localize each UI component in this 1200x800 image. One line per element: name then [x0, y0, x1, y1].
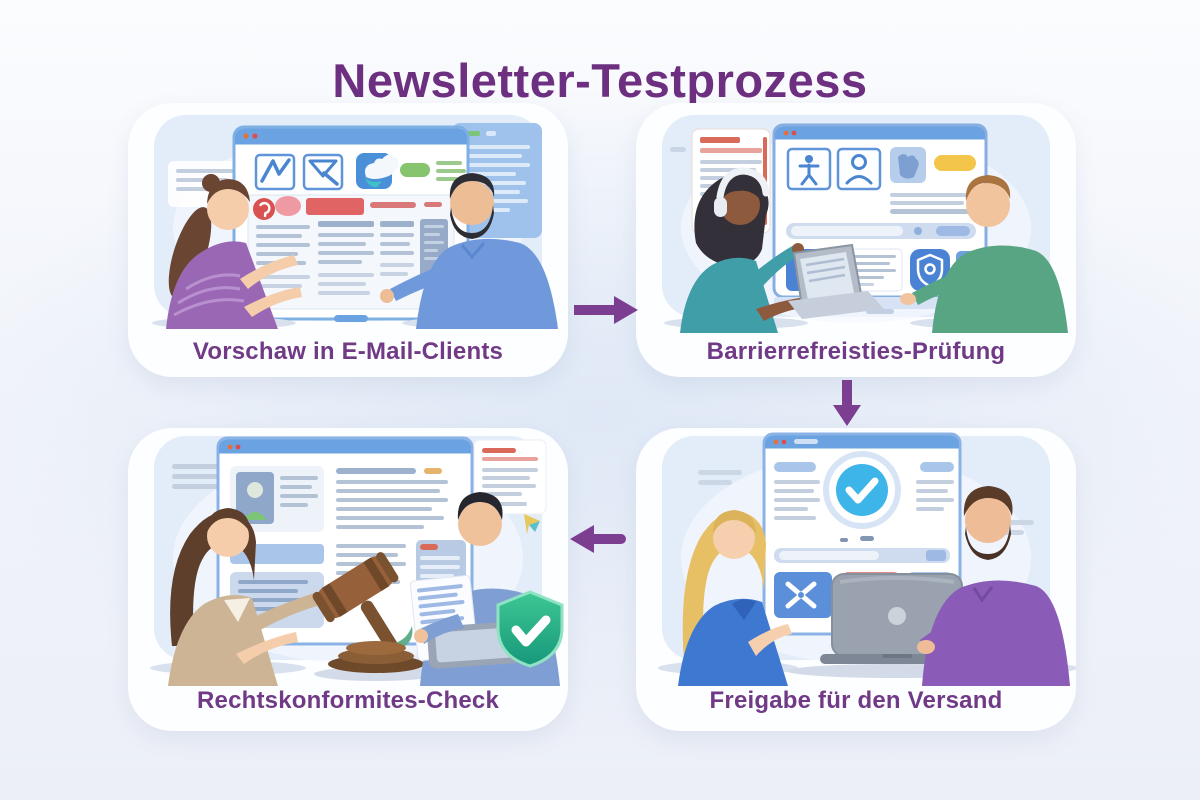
highlight-pill	[934, 155, 976, 171]
step-caption-preview: Vorschaw in E-Mail-Clients	[192, 338, 504, 365]
red-badge-icon	[253, 198, 275, 220]
result-card	[843, 248, 903, 292]
accessibility-illustration	[662, 115, 1068, 333]
check-badge-icon	[823, 451, 901, 529]
person-woman-blonde	[678, 510, 792, 686]
window-titlebar	[235, 128, 467, 145]
window-titlebar	[765, 435, 959, 449]
text-lines-left	[172, 464, 228, 489]
step-panel-approval: Freigabe für den Versand	[636, 428, 1076, 731]
person-woman-headphones	[680, 167, 810, 333]
email-preview-window	[232, 125, 470, 322]
braille-tile-icon	[890, 147, 926, 183]
legal-illustration	[150, 436, 564, 686]
person-man-purple	[917, 486, 1070, 686]
person-man-green	[900, 175, 1068, 333]
pink-envelope-blob	[275, 196, 301, 216]
headphones-icon	[716, 167, 770, 201]
page-title: Newsletter-Testprozess	[332, 54, 868, 108]
preview-illustration	[152, 115, 558, 329]
person-man-blue	[380, 173, 558, 329]
paper-plane-icon	[524, 514, 540, 534]
step-caption-legal: Rechtskonformites-Check	[196, 687, 499, 714]
bird-app-icon	[356, 153, 399, 189]
step-panel-preview: Vorschaw in E-Mail-Clients	[128, 103, 568, 377]
step-panel-accessibility: Barrierrefreisties-Prüfung	[636, 103, 1076, 377]
headphone-earcup	[714, 197, 727, 217]
profile-card-icon	[230, 466, 324, 532]
window-dot	[252, 133, 258, 139]
search-bar	[786, 223, 976, 239]
arrow-approval-to-legal	[570, 525, 626, 553]
person-woman-tan	[168, 508, 339, 686]
email-search-envelope-icon	[302, 153, 344, 191]
shield-check-icon	[496, 590, 564, 668]
laptop-icon	[788, 243, 884, 319]
arrow-accessibility-to-approval	[833, 380, 861, 426]
approve-tile-icon	[774, 572, 832, 618]
window-titlebar	[775, 126, 985, 140]
email-client-envelope-icon	[254, 153, 296, 191]
window-titlebar	[219, 439, 471, 454]
person-woman-purple	[166, 174, 302, 329]
send-button	[400, 163, 430, 177]
green-text-lines	[436, 161, 466, 181]
window-dot	[243, 133, 249, 139]
text-lines-left	[698, 470, 742, 485]
approval-illustration	[658, 432, 1076, 686]
step-panel-legal: Rechtskonformites-Check	[128, 428, 568, 731]
step-caption-approval: Freigabe für den Versand	[709, 687, 1003, 714]
accessibility-person-icon	[786, 147, 832, 191]
step-caption-accessibility: Barrierrefreisties-Prüfung	[706, 338, 1006, 365]
search-bar	[774, 548, 950, 563]
gavel-icon	[312, 552, 424, 673]
user-outline-icon	[836, 147, 882, 191]
arrow-preview-to-accessibility	[574, 296, 638, 324]
